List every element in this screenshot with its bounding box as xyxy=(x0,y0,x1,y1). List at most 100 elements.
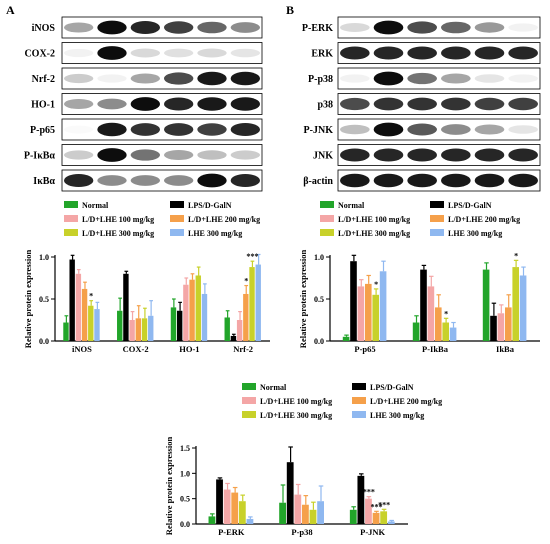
blot-label-p-p65: P-p65 xyxy=(30,125,55,136)
chart-1-bar-p-ikba-lps-d-galn xyxy=(420,269,427,341)
legend-label-l-d-lhe-300-mg-kg: L/D+LHE 300 mg/kg xyxy=(260,411,332,420)
chart-2-xtick-p-jnk: P-JNK xyxy=(360,527,385,537)
chart-0-bar-ho-1-l-d-lhe-200-mg-kg xyxy=(189,279,195,341)
legend-label-lps-d-galn: LPS/D-GalN xyxy=(188,201,232,210)
blot-band-p38 xyxy=(407,97,437,111)
chart-2-significance-mark: *** xyxy=(378,500,390,509)
chart-2-bar-p-jnk-normal xyxy=(349,509,357,524)
chart-2-bar-p-jnk-l-d-lhe-300-mg-kg xyxy=(380,511,388,524)
blot-band-p-i-b xyxy=(230,150,260,160)
chart-0-bar-nrf-2-l-d-lhe-100-mg-kg xyxy=(236,320,243,341)
blot-band-p-i-b xyxy=(197,150,227,160)
blot-band-p-p65 xyxy=(230,122,260,137)
legend-swatch-l-d-lhe-100-mg-kg xyxy=(64,215,78,222)
blot-band-nrf-2 xyxy=(130,73,160,84)
chart-0-significance-mark: * xyxy=(89,292,93,301)
legend-label-normal: Normal xyxy=(260,383,287,392)
blot-band-nrf-2 xyxy=(197,71,227,86)
blot-band-jnk xyxy=(508,148,538,162)
blot-band-p-p65 xyxy=(197,123,227,136)
chart-0-bar-inos-l-d-lhe-100-mg-kg xyxy=(75,273,82,341)
legend-label-normal: Normal xyxy=(338,201,365,210)
chart-0-xtick-inos: iNOS xyxy=(72,344,92,354)
chart-1-bar-p-p65-l-d-lhe-200-mg-kg xyxy=(365,283,372,341)
western-blot-a: iNOS COX-2 Nrf-2 HO-1 P-p65 P-IκBα IκBα xyxy=(24,16,263,192)
blot-band-p-p38 xyxy=(508,74,538,83)
legend-swatch-normal xyxy=(320,201,334,208)
chart-0-bar-nrf-2-lps-d-galn xyxy=(230,335,237,341)
chart-1-xtick-ikba: IkBa xyxy=(496,344,515,354)
chart-1-bar-p-ikba-l-d-lhe-200-mg-kg xyxy=(435,307,442,341)
blot-band-cox-2 xyxy=(130,48,160,58)
blot-band-p-erk xyxy=(474,22,505,33)
blot-band-p-i-b xyxy=(130,149,160,161)
blot-band-inos xyxy=(197,21,227,34)
chart-0-bar-inos-lps-d-galn xyxy=(69,259,75,341)
blot-band-i-b xyxy=(230,173,260,188)
blot-band-p-erk xyxy=(441,21,471,34)
chart-2-bar-p-jnk-lhe-300-mg-kg xyxy=(387,521,395,524)
blot-band-actin xyxy=(373,173,404,188)
chart-1-bar-p-ikba-lhe-300-mg-kg xyxy=(449,327,457,341)
blot-band-p-erk xyxy=(407,21,437,34)
chart-2-xtick-p-p38: P-p38 xyxy=(291,527,312,537)
blot-band-ho-1 xyxy=(197,97,227,111)
chart-1-bar-p-p65-l-d-lhe-100-mg-kg xyxy=(357,286,365,341)
chart-2-bar-p-jnk-l-d-lhe-100-mg-kg xyxy=(365,498,372,524)
chart-2-bar-p-erk-normal xyxy=(208,516,216,524)
blot-band-i-b xyxy=(63,173,94,188)
blot-label-cox-2: COX-2 xyxy=(24,49,55,60)
blot-band-actin xyxy=(407,173,437,188)
blot-label-jnk: JNK xyxy=(313,151,333,162)
blot-label-p-jnk: P-JNK xyxy=(304,125,334,136)
chart-1-bar-p-ikba-normal xyxy=(412,322,420,341)
blot-band-ho-1 xyxy=(97,98,127,110)
chart-0-significance-mark: *** xyxy=(246,252,258,261)
legend-swatch-l-d-lhe-200-mg-kg xyxy=(170,215,184,222)
blot-band-i-b xyxy=(197,173,227,188)
chart-1-bar-p-ikba-l-d-lhe-100-mg-kg xyxy=(427,286,435,341)
chart-0-bar-inos-l-d-lhe-200-mg-kg xyxy=(81,288,88,341)
chart-1-bar-ikba-l-d-lhe-100-mg-kg xyxy=(497,313,505,341)
blot-label-nrf-2: Nrf-2 xyxy=(32,74,55,85)
blot-band-p-i-b xyxy=(164,149,194,161)
chart-0-xtick-ho-1: HO-1 xyxy=(179,344,199,354)
legend-label-l-d-lhe-300-mg-kg: L/D+LHE 300 mg/kg xyxy=(338,229,410,238)
blot-band-nrf-2 xyxy=(230,71,260,86)
chart-1-xtick-p-ikba: P-IkBa xyxy=(422,344,449,354)
chart-1-bar-ikba-lps-d-galn xyxy=(490,315,497,341)
chart-0-bar-cox-2-l-d-lhe-300-mg-kg xyxy=(141,318,148,341)
chart-1-bar-p-p65-lps-d-galn xyxy=(350,261,357,341)
legend-swatch-lhe-300-mg-kg xyxy=(352,411,366,418)
chart-1-significance-mark: * xyxy=(374,280,378,289)
blot-band-p38 xyxy=(508,97,538,111)
blot-band-p-p38 xyxy=(373,71,404,86)
blot-band-p-jnk xyxy=(474,124,505,135)
blot-band-i-b xyxy=(97,175,127,186)
blot-band-nrf-2 xyxy=(97,74,127,83)
chart-0-bar-cox-2-normal xyxy=(117,310,123,341)
bar-chart-a: 0.0 0.5 1.0 Relative protein expression iNOS… xyxy=(23,250,270,354)
chart-0-bar-ho-1-lps-d-galn xyxy=(176,310,183,341)
chart-2-bar-p-jnk-l-d-lhe-200-mg-kg xyxy=(372,512,380,524)
chart-0-bar-ho-1-lhe-300-mg-kg xyxy=(201,293,208,341)
blot-band-p-jnk xyxy=(340,124,370,135)
legend-label-l-d-lhe-200-mg-kg: L/D+LHE 200 mg/kg xyxy=(448,215,520,224)
chart-0-xtick-cox-2: COX-2 xyxy=(123,344,149,354)
panel-label-b: B xyxy=(286,3,294,17)
blot-band-nrf-2 xyxy=(63,73,94,84)
blot-band-p-p38 xyxy=(407,72,437,85)
chart-1-bar-p-p65-lhe-300-mg-kg xyxy=(379,271,387,341)
legend-label-normal: Normal xyxy=(82,201,109,210)
legend-swatch-l-d-lhe-100-mg-kg xyxy=(320,215,334,222)
blot-band-erk xyxy=(407,46,437,60)
chart-1-bar-ikba-l-d-lhe-300-mg-kg xyxy=(512,267,519,341)
blot-band-actin xyxy=(474,173,505,188)
blot-band-inos xyxy=(230,22,260,33)
blot-band-erk xyxy=(340,46,370,60)
legend-label-lhe-300-mg-kg: LHE 300 mg/kg xyxy=(188,229,242,238)
western-blot-b: P-ERK ERK P-p38 p38 P-JNK JNK β-actin xyxy=(302,16,541,192)
blot-band-p38 xyxy=(373,97,404,111)
legend-swatch-normal xyxy=(242,383,256,390)
blot-band-inos xyxy=(97,20,127,35)
